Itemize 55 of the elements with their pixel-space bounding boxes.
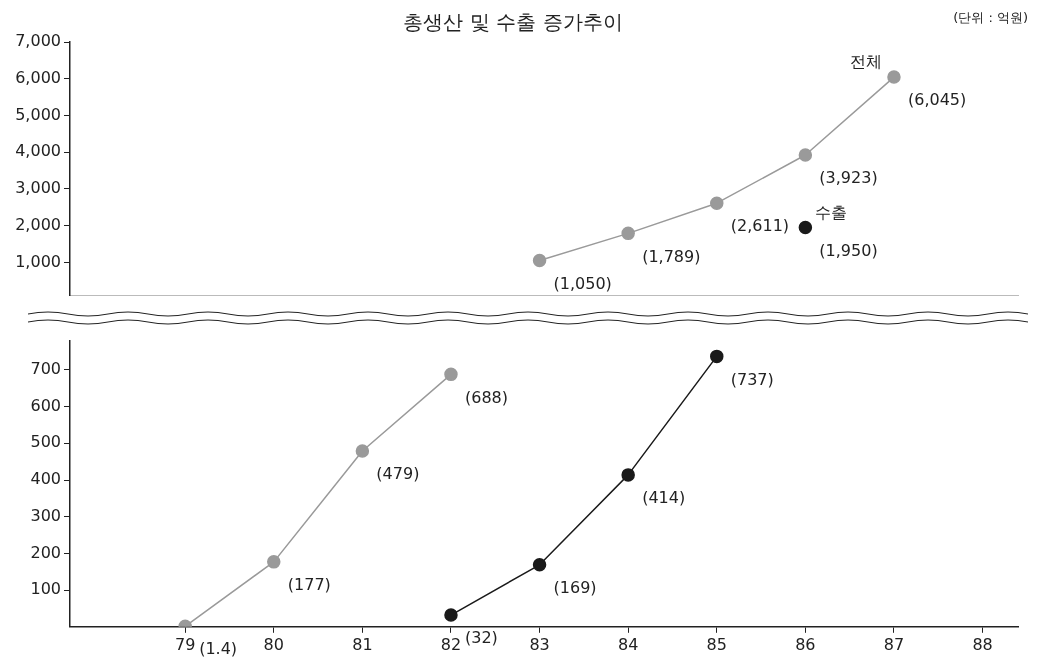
point bbox=[887, 70, 901, 84]
point bbox=[444, 367, 458, 382]
y-tick-label: 200 bbox=[30, 542, 61, 562]
x-tick-label: 82 bbox=[440, 634, 462, 654]
data-label: (414) bbox=[642, 488, 686, 508]
data-label: (32) bbox=[464, 628, 498, 648]
x-tick-label: 81 bbox=[352, 634, 373, 654]
x-tick-label: 83 bbox=[529, 634, 550, 654]
y-tick-label: 600 bbox=[30, 395, 61, 415]
x-tick-label: 87 bbox=[883, 634, 905, 654]
y-tick-label: 2,000 bbox=[15, 214, 61, 234]
x-tick-label: 84 bbox=[617, 634, 639, 654]
data-label: (177) bbox=[287, 575, 331, 595]
point bbox=[267, 555, 281, 569]
x-tick-label: 80 bbox=[263, 634, 284, 654]
series-label: 전체 bbox=[849, 52, 882, 72]
data-label: (688) bbox=[464, 387, 508, 407]
y-tick-label: 3,000 bbox=[15, 178, 61, 198]
text: (단위 : 억원) bbox=[953, 9, 1028, 25]
point bbox=[621, 226, 635, 241]
point bbox=[532, 558, 547, 572]
data-label: (1.4) bbox=[199, 639, 238, 659]
y-tick-label: 100 bbox=[30, 579, 61, 599]
y-tick-label: 400 bbox=[30, 469, 61, 489]
point bbox=[532, 253, 547, 268]
y-tick-label: 500 bbox=[30, 432, 61, 452]
y-tick-label: 7,000 bbox=[15, 31, 61, 51]
data-label: (1,789) bbox=[642, 246, 701, 266]
point bbox=[710, 196, 724, 210]
y-tick-label: 1,000 bbox=[15, 251, 61, 271]
point bbox=[355, 444, 370, 458]
x-tick-label: 86 bbox=[795, 634, 816, 654]
point bbox=[798, 220, 813, 235]
chart-title: 총생산 및 수출 증가추이 bbox=[403, 10, 623, 35]
y-tick-label: 300 bbox=[30, 505, 61, 525]
data-label: (479) bbox=[376, 464, 420, 484]
series-label: 수출 bbox=[815, 202, 848, 222]
point bbox=[798, 148, 813, 162]
data-label: (737) bbox=[730, 369, 774, 389]
point bbox=[621, 468, 635, 482]
x-tick-label: 85 bbox=[706, 634, 727, 654]
y-tick-label: 4,000 bbox=[15, 141, 61, 161]
data-label: (3,923) bbox=[819, 168, 878, 188]
y-tick-label: 700 bbox=[30, 359, 61, 379]
point bbox=[710, 349, 724, 364]
data-label: (1,050) bbox=[553, 273, 612, 293]
data-label: (1,950) bbox=[819, 240, 878, 260]
data-label: (2,611) bbox=[730, 216, 790, 236]
point bbox=[444, 608, 458, 622]
y-tick-label: 5,000 bbox=[15, 104, 61, 124]
x-tick-label: 79 bbox=[175, 634, 196, 654]
data-label: (169) bbox=[553, 577, 597, 597]
data-label: (6,045) bbox=[907, 90, 967, 110]
x-tick-label: 88 bbox=[972, 634, 993, 654]
y-tick-label: 6,000 bbox=[15, 67, 61, 87]
